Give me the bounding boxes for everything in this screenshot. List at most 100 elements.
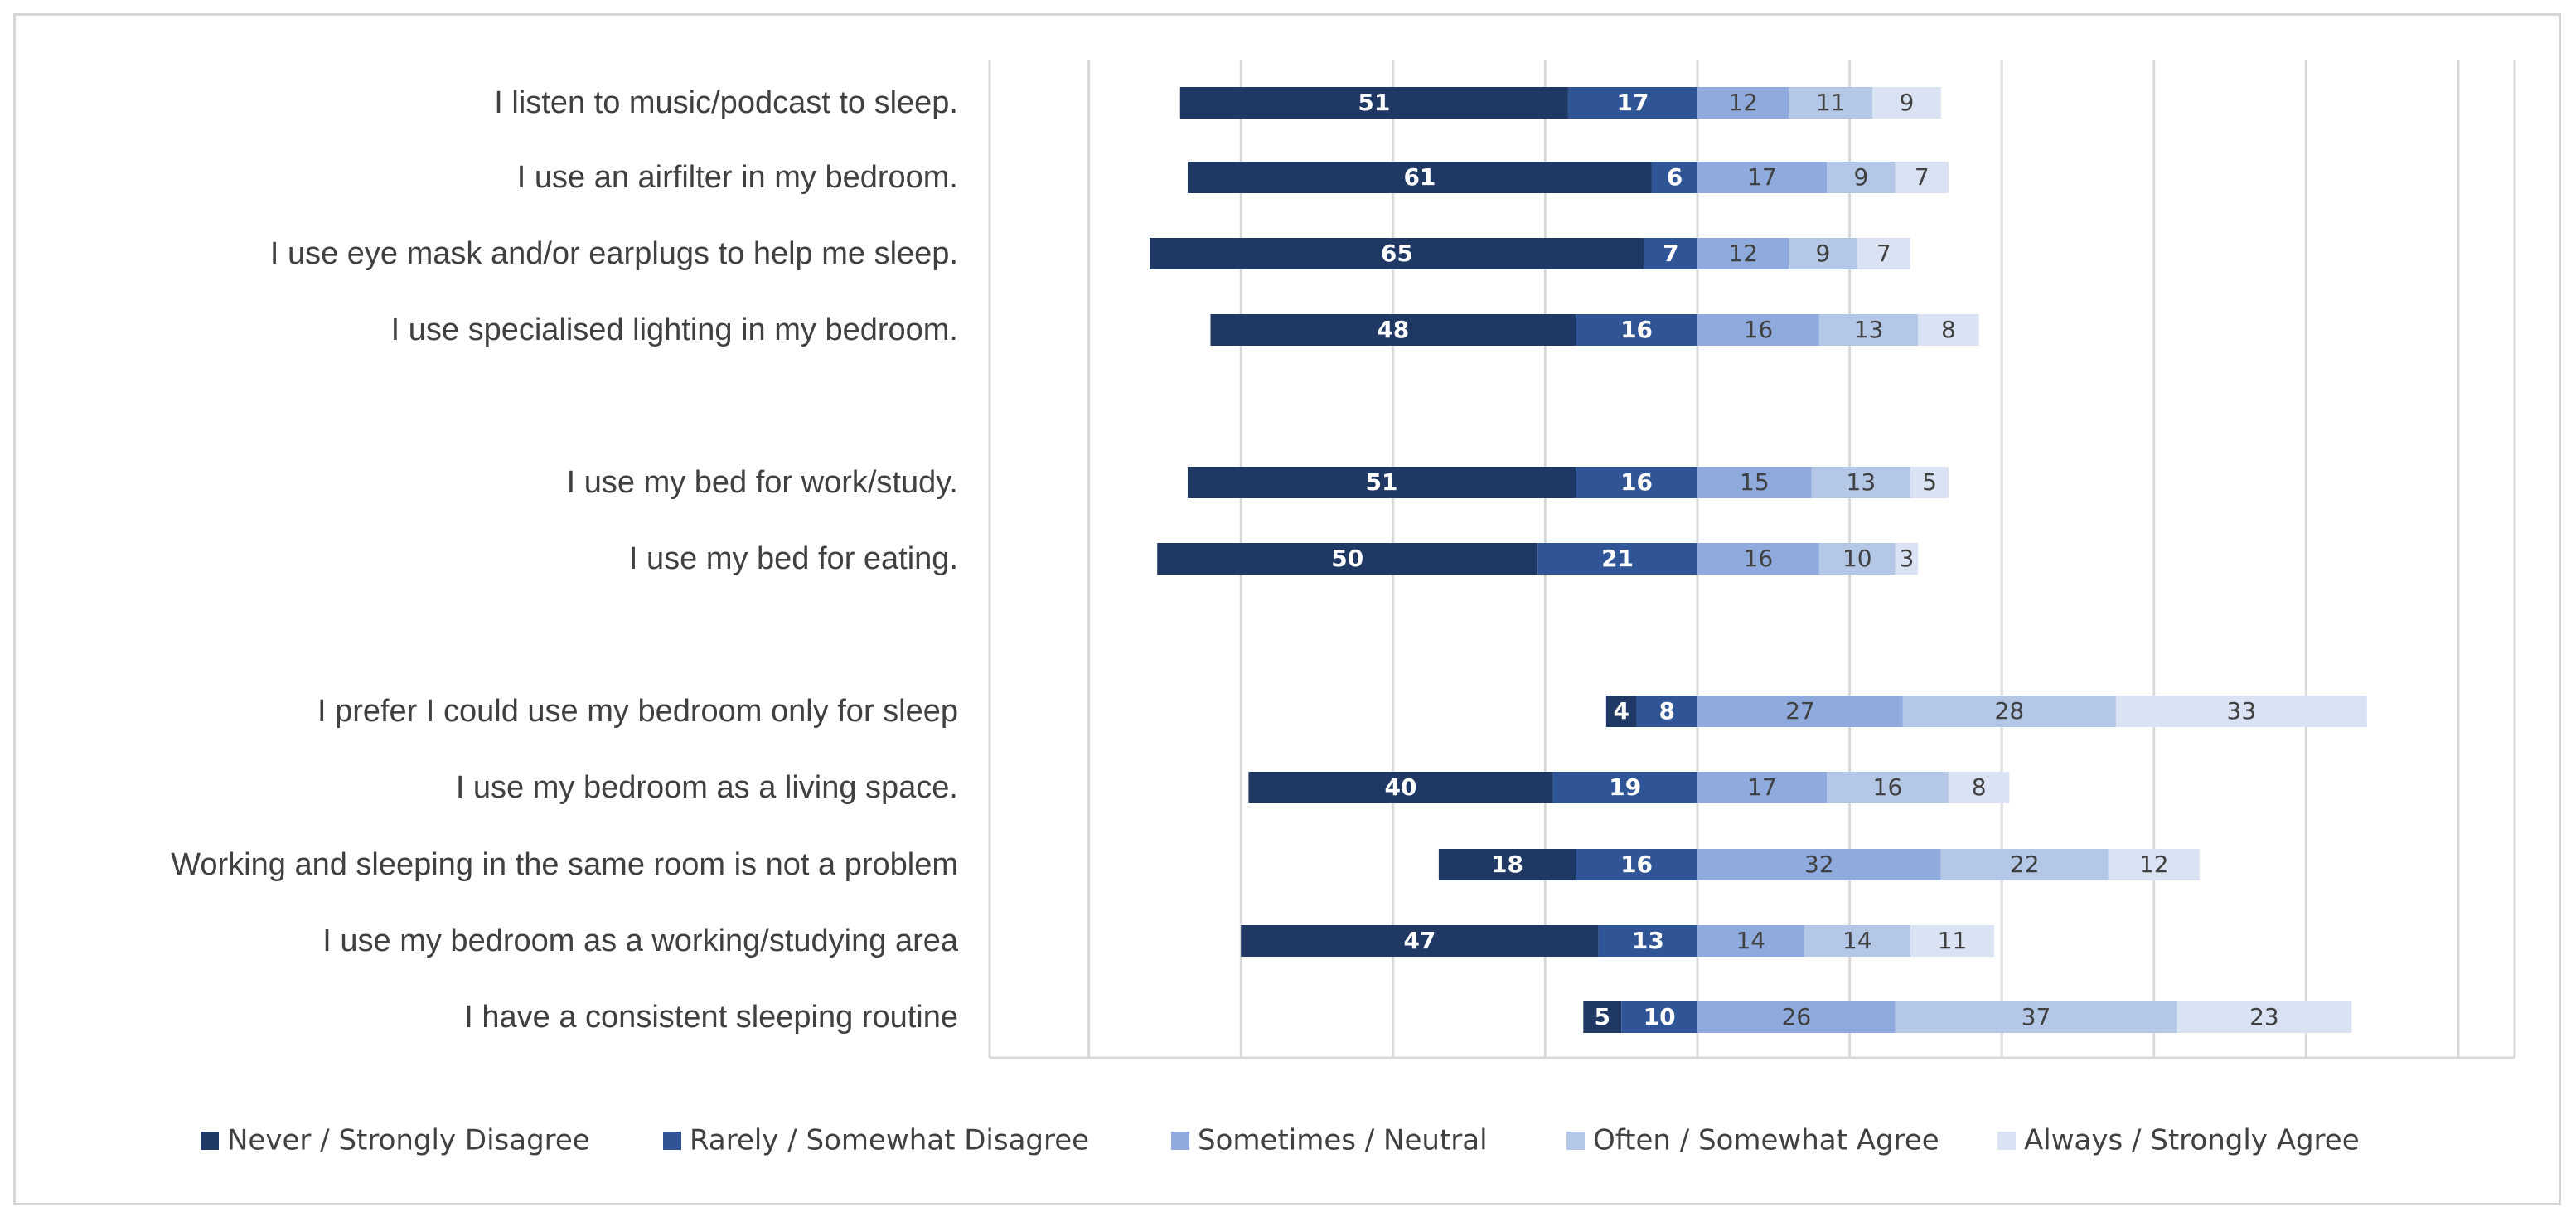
value-label: 17 [1747,163,1777,191]
bar-segment-3 [1697,772,1828,803]
bar-row: 4 8 27 28 33 [1605,696,2367,727]
bar-row: 47 13 14 14 11 [1241,925,1995,957]
legend-item: Rarely / Somewhat Disagree [663,1124,1089,1157]
bars: 51 17 12 11 961 6 17 9 765 7 12 9 748 16 16 13 851 16 15 13… [1150,87,2367,1033]
bar-segment-4 [1818,543,1896,575]
bar-segment-3 [1697,87,1789,119]
value-label: 7 [1876,240,1891,267]
value-label: 9 [1853,163,1868,191]
value-label: 5 [1595,1003,1610,1030]
bar-segment-1 [1179,87,1568,119]
value-label: 19 [1609,773,1641,801]
value-label: 4 [1613,697,1629,725]
bar-segment-2 [1651,162,1697,193]
bar-segment-4 [1827,772,1949,803]
category-label: I have a consistent sleeping routine [464,1000,958,1035]
category-label: I use eye mask and/or earplugs to help m… [270,236,958,271]
bar-segment-3 [1697,238,1789,269]
value-label: 18 [1491,851,1523,878]
bar-row: 40 19 17 16 8 [1248,772,2010,803]
legend-item: Sometimes / Neutral [1171,1124,1488,1157]
category-label: I use my bed for eating. [629,541,958,576]
value-label: 10 [1842,545,1872,572]
value-label: 13 [1854,316,1884,343]
value-label: 8 [1659,697,1675,725]
value-label: 14 [1842,927,1872,954]
bar-segment-4 [1804,925,1911,957]
bar-segment-5 [1910,925,1995,957]
bar-row: 51 16 15 13 5 [1187,467,1949,498]
value-label: 8 [1941,316,1956,343]
legend-label: Never / Strongly Disagree [227,1124,590,1157]
value-label: 32 [1804,851,1834,878]
value-label: 37 [2022,1003,2051,1030]
value-label: 28 [1995,697,2025,725]
legend-item: Never / Strongly Disagree [201,1124,590,1157]
bar-row: 50 21 16 10 3 [1157,543,1919,575]
value-label: 16 [1744,316,1774,343]
value-label: 7 [1663,240,1678,267]
value-label: 40 [1384,773,1416,801]
category-label: I use my bed for work/study. [567,465,958,500]
value-label: 15 [1740,468,1770,496]
value-label: 12 [1728,89,1758,116]
bar-segment-5 [1895,162,1949,193]
value-label: 16 [1744,545,1774,572]
bar-segment-5 [1895,543,1919,575]
bar-segment-1 [1150,238,1644,269]
bar-segment-4 [1902,696,2116,727]
value-label: 16 [1620,851,1653,878]
value-label: 12 [1728,240,1758,267]
value-label: 12 [2139,851,2169,878]
value-label: 13 [1632,927,1664,954]
bar-segment-3 [1697,849,1941,880]
value-label: 17 [1616,89,1649,116]
bar-row: 48 16 16 13 8 [1210,314,1979,346]
value-label: 23 [2249,1003,2279,1030]
value-label: 6 [1667,163,1683,191]
bar-segment-1 [1438,849,1576,880]
value-label: 47 [1403,927,1436,954]
value-label: 5 [1922,468,1937,496]
legend-item: Often / Somewhat Agree [1566,1124,1939,1157]
bar-segment-4 [1940,849,2109,880]
bar-segment-1 [1157,543,1538,575]
category-label: I use my bedroom as a working/studying a… [322,924,959,958]
legend-label: Rarely / Somewhat Disagree [690,1124,1089,1157]
legend-swatch [663,1132,681,1150]
value-label: 11 [1938,927,1968,954]
bar-segment-1 [1605,696,1637,727]
bar-segment-4 [1818,314,1919,346]
bar-segment-3 [1697,467,1812,498]
bar-segment-5 [1918,314,1979,346]
legend-label: Always / Strongly Agree [2024,1124,2360,1157]
bar-segment-4 [1789,238,1857,269]
value-label: 51 [1366,468,1398,496]
value-label: 61 [1403,163,1436,191]
value-label: 16 [1620,468,1653,496]
bar-segment-1 [1241,925,1599,957]
legend-label: Often / Somewhat Agree [1593,1124,1939,1157]
value-label: 16 [1620,316,1653,343]
category-label: Working and sleeping in the same room is… [171,847,958,882]
bar-segment-2 [1598,925,1697,957]
legend-swatch [1997,1132,2016,1150]
value-label: 51 [1358,89,1390,116]
category-labels: I listen to music/podcast to sleep. I use… [171,85,959,1035]
bar-segment-3 [1697,925,1804,957]
bar-segment-2 [1636,696,1697,727]
value-label: 16 [1873,773,1903,801]
legend-swatch [201,1132,219,1150]
bar-segment-2 [1621,1001,1697,1033]
bar-segment-3 [1697,543,1819,575]
value-label: 27 [1785,697,1815,725]
legend: Never / Strongly Disagree Rarely / Somewh… [201,1124,2360,1157]
legend-swatch [1566,1132,1585,1150]
bar-segment-1 [1583,1001,1622,1033]
bar-segment-4 [1811,467,1911,498]
legend-label: Sometimes / Neutral [1198,1124,1488,1157]
value-label: 9 [1816,240,1831,267]
value-label: 21 [1601,545,1634,572]
grid-lines [988,60,2516,1059]
